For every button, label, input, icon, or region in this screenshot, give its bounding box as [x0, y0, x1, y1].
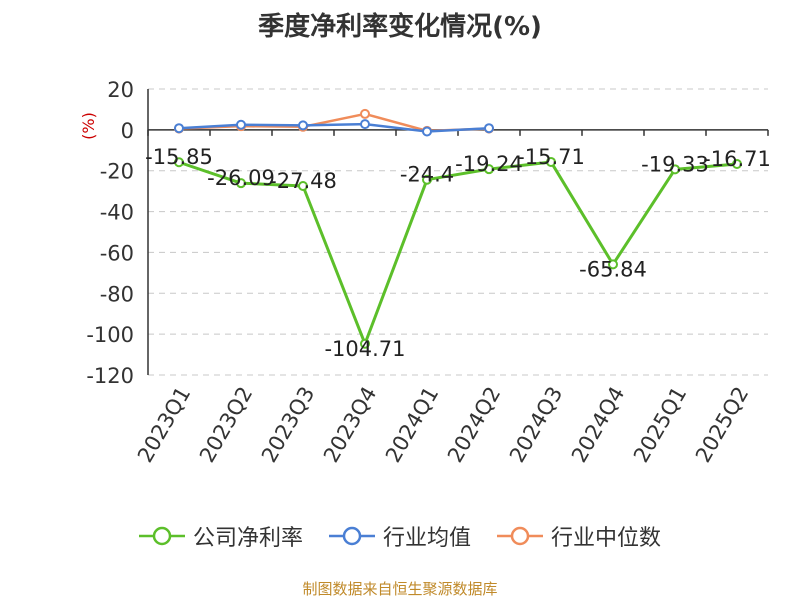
data-label: -27.48: [269, 169, 337, 193]
legend-label-industry-mean: 行业均值: [382, 526, 471, 551]
data-point-0: [608, 259, 618, 270]
x-tick-label: 2025Q2: [691, 383, 753, 467]
y-tick-label: 0: [121, 119, 134, 143]
x-tick-label: 2023Q3: [257, 383, 319, 467]
grid-lines: [148, 88, 768, 376]
series-line-0: [178, 160, 738, 346]
legend-marker-company: [138, 526, 185, 546]
source-note: 制图数据来自恒生聚源数据库: [302, 580, 498, 598]
data-point-1: [484, 123, 494, 134]
data-point-1: [174, 123, 184, 134]
data-label: -16.71: [703, 147, 771, 171]
legend-item-company[interactable]: 公司净利率: [138, 520, 303, 552]
x-tick-label: 2024Q3: [505, 383, 567, 467]
y-tick-label: -20: [100, 160, 134, 184]
data-point-1: [360, 119, 370, 130]
y-axis-unit-label: (%): [79, 112, 98, 140]
data-label: -19.24: [455, 152, 523, 176]
y-tick-label: -120: [86, 364, 134, 388]
data-label: -26.09: [207, 166, 275, 190]
legend-marker-industry-median: [497, 526, 543, 546]
data-label: -24.4: [400, 163, 454, 187]
y-tick-label: -100: [86, 323, 134, 347]
data-point-0: [546, 156, 556, 167]
data-label: -65.84: [579, 257, 647, 281]
data-point-0: [236, 178, 246, 189]
x-tick-label: 2023Q2: [195, 383, 257, 467]
series-line-1: [178, 122, 490, 133]
data-label: -15.85: [145, 145, 213, 169]
y-tick-label: 20: [107, 78, 134, 102]
x-tick-label: 2025Q1: [629, 383, 691, 467]
y-tick-label: -80: [100, 282, 134, 306]
legend-label-company: 公司净利率: [192, 526, 303, 551]
data-point-0: [422, 174, 432, 185]
y-tick-label: -60: [100, 241, 134, 265]
y-tick-label: -40: [100, 201, 134, 225]
data-point-1: [236, 119, 246, 130]
legend-item-industry-mean[interactable]: 行业均值: [328, 520, 471, 552]
data-labels: -15.85-26.09-27.48 -104.71 -24.4 -19.24-15.…: [145, 145, 771, 361]
data-point-0: [298, 180, 308, 191]
series-lines: [174, 108, 742, 349]
data-point-0: [484, 164, 494, 175]
x-tick-label: 2023Q1: [133, 383, 195, 467]
data-point-2: [360, 108, 370, 119]
data-label: -19.33: [641, 152, 709, 176]
x-tick-label: 2024Q4: [567, 383, 629, 467]
legend-label-industry-median: 行业中位数: [551, 526, 662, 551]
legend: 公司净利率 行业均值 行业中位数: [0, 520, 800, 552]
axes: 200-20-40-60-80-100-120(%)2023Q1 2023Q2 20…: [79, 78, 769, 467]
data-label: -15.71: [517, 145, 585, 169]
data-point-0: [174, 157, 184, 168]
x-tick-label: 2024Q2: [443, 383, 505, 467]
data-point-1: [422, 126, 432, 137]
chart-title: 季度净利率变化情况(%): [258, 12, 542, 42]
data-point-1: [298, 120, 308, 131]
data-label: -104.71: [324, 337, 405, 361]
x-tick-label: 2023Q4: [319, 383, 381, 467]
data-point-0: [360, 338, 370, 349]
legend-marker-industry-mean: [328, 526, 375, 546]
x-tick-label: 2024Q1: [381, 383, 443, 467]
data-point-0: [732, 158, 742, 169]
series-line-2: [178, 112, 490, 133]
legend-item-industry-median[interactable]: 行业中位数: [497, 520, 661, 552]
data-point-0: [670, 164, 680, 175]
